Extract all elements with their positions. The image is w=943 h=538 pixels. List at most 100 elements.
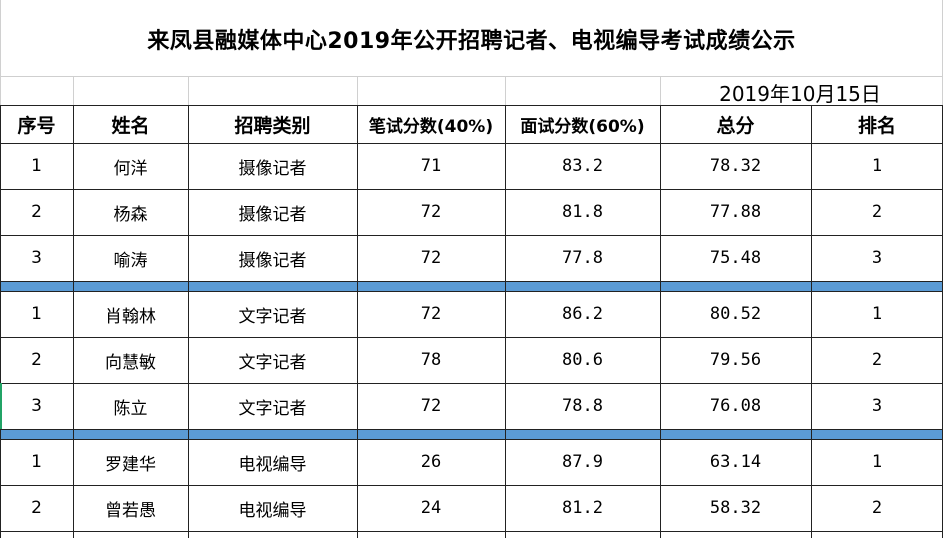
rank-cell[interactable]: 1 xyxy=(871,156,883,176)
interview-score-cell[interactable]: 86.2 xyxy=(562,304,603,324)
category-cell[interactable]: 文字记者 xyxy=(238,306,307,327)
date-row-gridline xyxy=(357,77,358,105)
rank-cell[interactable]: 1 xyxy=(871,304,883,324)
sheet-title[interactable]: 来凤县融媒体中心2019年公开招聘记者、电视编导考试成绩公示 xyxy=(147,28,796,54)
table-row: 3 喻涛 摄像记者 72 77.8 75.48 3 xyxy=(0,235,943,281)
column-border xyxy=(357,105,358,538)
total-score-cell[interactable]: 76.08 xyxy=(709,396,762,416)
header-cell[interactable]: 排名 xyxy=(857,114,896,137)
group-separator-row xyxy=(0,429,943,439)
group-separator-row xyxy=(0,281,943,291)
interview-score-cell[interactable]: 83.2 xyxy=(562,156,603,176)
serial-cell[interactable]: 2 xyxy=(31,498,42,518)
written-score-cell[interactable]: 71 xyxy=(420,156,442,176)
table-row: 2 曾若愚 电视编导 24 81.2 58.32 2 xyxy=(0,485,943,531)
category-cell[interactable]: 摄像记者 xyxy=(238,158,307,179)
written-score-cell[interactable]: 72 xyxy=(420,396,442,416)
header-cell[interactable]: 面试分数(60%) xyxy=(520,116,645,137)
interview-score-cell[interactable]: 80.6 xyxy=(562,350,603,370)
publish-date[interactable]: 2019年10月15日 xyxy=(719,81,881,106)
written-score-cell[interactable]: 26 xyxy=(420,452,442,472)
name-cell[interactable]: 曾若愚 xyxy=(105,500,156,521)
cell-selection-indicator xyxy=(0,383,2,429)
column-border xyxy=(73,105,74,538)
table-row: 2 杨森 摄像记者 72 81.8 77.88 2 xyxy=(0,189,943,235)
header-cell[interactable]: 序号 xyxy=(17,114,56,137)
total-score-cell[interactable]: 79.56 xyxy=(709,350,762,370)
serial-cell[interactable]: 2 xyxy=(31,202,42,222)
rank-cell[interactable]: 1 xyxy=(871,452,883,472)
serial-cell[interactable]: 3 xyxy=(31,248,42,268)
written-score-cell[interactable]: 24 xyxy=(420,498,442,518)
category-cell[interactable]: 文字记者 xyxy=(238,398,307,419)
row-border xyxy=(0,105,943,106)
total-score-cell[interactable]: 58.32 xyxy=(709,498,762,518)
table-row: 3 陈立 文字记者 72 78.8 76.08 3 xyxy=(0,383,943,429)
column-border xyxy=(811,105,812,538)
category-cell[interactable]: 摄像记者 xyxy=(238,250,307,271)
header-cell[interactable]: 总分 xyxy=(716,114,755,137)
table-row: 2 向慧敏 文字记者 78 80.6 79.56 2 xyxy=(0,337,943,383)
name-cell[interactable]: 罗建华 xyxy=(105,454,156,475)
row-border xyxy=(0,383,943,384)
row-border xyxy=(0,439,943,440)
row-border xyxy=(0,485,943,486)
date-row-gridline xyxy=(505,77,506,105)
row-border xyxy=(0,337,943,338)
row-border xyxy=(0,531,943,532)
rank-cell[interactable]: 2 xyxy=(871,202,883,222)
interview-score-cell[interactable]: 87.9 xyxy=(562,452,603,472)
name-cell[interactable]: 喻涛 xyxy=(113,250,148,271)
row-border xyxy=(0,189,943,190)
row-border xyxy=(0,429,943,430)
header-cell[interactable]: 招聘类别 xyxy=(234,114,311,137)
total-score-cell[interactable]: 75.48 xyxy=(709,248,762,268)
title-bottom-border xyxy=(0,76,943,77)
total-score-cell[interactable]: 63.14 xyxy=(709,452,762,472)
serial-cell[interactable]: 1 xyxy=(31,304,42,324)
written-score-cell[interactable]: 78 xyxy=(420,350,442,370)
category-cell[interactable]: 电视编导 xyxy=(238,454,307,475)
sheet-edge-gridline xyxy=(0,0,1,105)
header-cell[interactable]: 姓名 xyxy=(111,114,150,137)
name-cell[interactable]: 杨森 xyxy=(113,204,148,225)
category-cell[interactable]: 电视编导 xyxy=(238,500,307,521)
column-border xyxy=(660,105,661,538)
header-row: 序号 姓名 招聘类别 笔试分数(40%) 面试分数(60%) 总分 排名 xyxy=(0,105,943,143)
total-score-cell[interactable]: 80.52 xyxy=(709,304,762,324)
serial-cell[interactable]: 2 xyxy=(31,350,42,370)
header-cell[interactable]: 笔试分数(40%) xyxy=(368,116,494,137)
table-row: 1 罗建华 电视编导 26 87.9 63.14 1 xyxy=(0,439,943,485)
serial-cell[interactable]: 1 xyxy=(31,452,42,472)
written-score-cell[interactable]: 72 xyxy=(420,202,442,222)
name-cell[interactable]: 肖翰林 xyxy=(105,306,156,327)
rank-cell[interactable]: 3 xyxy=(871,248,883,268)
rank-cell[interactable]: 2 xyxy=(871,498,883,518)
serial-cell[interactable]: 1 xyxy=(31,156,42,176)
name-cell[interactable]: 向慧敏 xyxy=(105,352,156,373)
written-score-cell[interactable]: 72 xyxy=(420,304,442,324)
date-row-gridline xyxy=(188,77,189,105)
interview-score-cell[interactable]: 78.8 xyxy=(562,396,603,416)
name-cell[interactable]: 陈立 xyxy=(113,398,148,419)
row-border xyxy=(0,143,943,144)
column-border xyxy=(0,105,1,538)
column-border xyxy=(505,105,506,538)
interview-score-cell[interactable]: 81.2 xyxy=(562,498,603,518)
written-score-cell[interactable]: 72 xyxy=(420,248,442,268)
name-cell[interactable]: 何洋 xyxy=(113,158,148,179)
category-cell[interactable]: 文字记者 xyxy=(238,352,307,373)
rank-cell[interactable]: 2 xyxy=(871,350,883,370)
table-row: 1 何洋 摄像记者 71 83.2 78.32 1 xyxy=(0,143,943,189)
serial-cell[interactable]: 3 xyxy=(31,396,42,416)
category-cell[interactable]: 摄像记者 xyxy=(238,204,307,225)
table-row: 1 肖翰林 文字记者 72 86.2 80.52 1 xyxy=(0,291,943,337)
interview-score-cell[interactable]: 81.8 xyxy=(562,202,603,222)
rank-cell[interactable]: 3 xyxy=(871,396,883,416)
total-score-cell[interactable]: 78.32 xyxy=(709,156,762,176)
interview-score-cell[interactable]: 77.8 xyxy=(562,248,603,268)
row-border xyxy=(0,291,943,292)
total-score-cell[interactable]: 77.88 xyxy=(709,202,762,222)
date-row-gridline xyxy=(660,77,661,105)
